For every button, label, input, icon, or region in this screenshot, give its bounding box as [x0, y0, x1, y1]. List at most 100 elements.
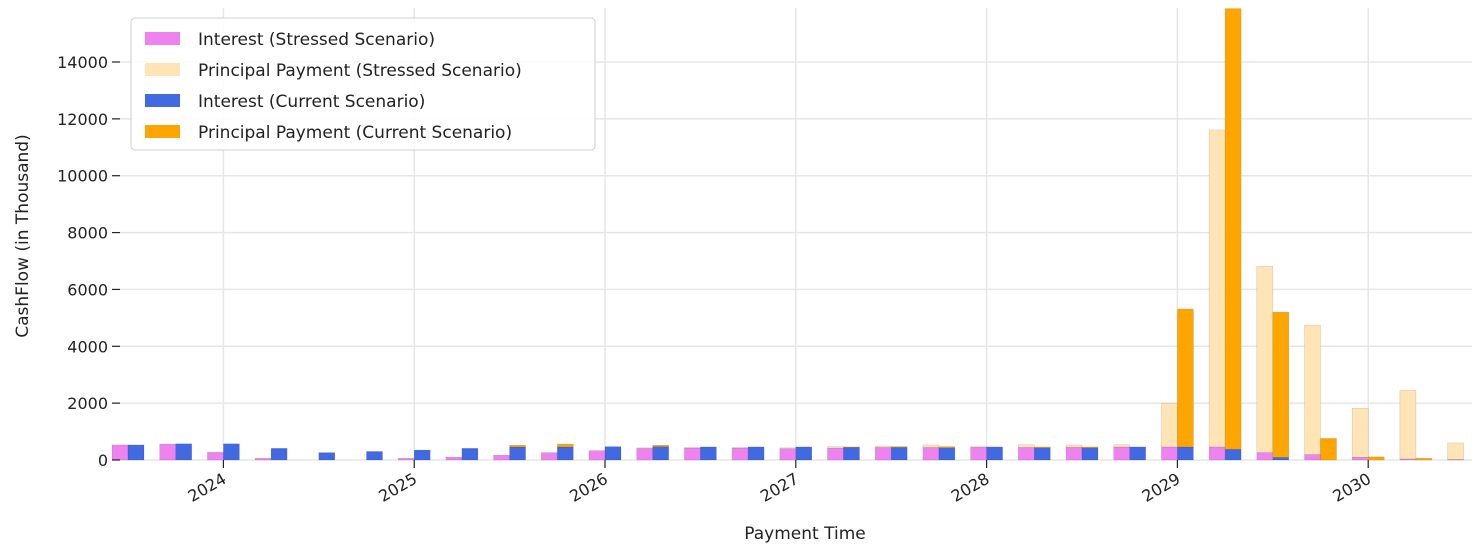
legend-swatch	[145, 63, 180, 76]
bar	[827, 446, 844, 449]
bar	[986, 446, 1003, 461]
bar	[1351, 408, 1369, 458]
bar	[445, 456, 463, 461]
bar	[1113, 444, 1130, 448]
bar	[843, 447, 860, 461]
bar	[493, 454, 510, 461]
bar	[413, 449, 431, 461]
bar	[1161, 446, 1178, 461]
bar	[890, 446, 908, 448]
bar	[652, 444, 669, 447]
bar	[588, 450, 606, 461]
bar	[1272, 311, 1290, 458]
bar	[127, 444, 145, 461]
y-tick-label: 8000	[67, 224, 108, 243]
x-tick-label: 2024	[185, 469, 230, 506]
legend-entry: Interest (Current Scenario)	[198, 92, 425, 112]
bar	[1129, 446, 1146, 461]
bar	[731, 447, 749, 449]
bar	[270, 448, 288, 461]
bar	[970, 446, 987, 448]
bar	[747, 446, 765, 461]
y-tick-label: 0	[98, 451, 108, 470]
bar	[1034, 446, 1051, 449]
x-tick-label: 2025	[375, 469, 420, 506]
legend-box	[130, 17, 596, 151]
bar	[509, 446, 526, 461]
y-axis-label: CashFlow (in Thousand)	[13, 134, 33, 337]
bar	[938, 446, 956, 449]
bar	[366, 451, 383, 461]
bar	[779, 447, 797, 449]
y-tick-label: 4000	[67, 337, 108, 356]
x-tick-label: 2029	[1139, 469, 1184, 506]
bar	[1081, 446, 1099, 449]
bar	[254, 458, 272, 461]
bar	[318, 452, 336, 461]
legend-swatch	[145, 32, 180, 45]
bar	[1367, 456, 1385, 461]
bar	[1208, 446, 1226, 461]
bar	[1065, 446, 1083, 461]
bar	[1415, 458, 1433, 461]
x-tick-label: 2030	[1329, 469, 1374, 506]
bar	[557, 443, 574, 448]
bar	[652, 446, 669, 461]
bar	[874, 445, 892, 448]
bar	[1161, 402, 1178, 448]
legend-entry: Interest (Stressed Scenario)	[198, 30, 435, 50]
bar	[1351, 456, 1369, 461]
bar	[223, 443, 240, 461]
bar	[604, 446, 622, 461]
bar	[779, 448, 797, 461]
bar	[700, 446, 717, 461]
bar	[207, 452, 224, 461]
bar	[1272, 457, 1290, 461]
bar	[1224, 448, 1242, 461]
bar	[922, 447, 940, 461]
y-tick-label: 14000	[57, 53, 108, 72]
bar	[1018, 447, 1035, 461]
bar	[827, 447, 844, 461]
bar	[1256, 265, 1274, 453]
bar	[684, 447, 701, 461]
legend-entry: Principal Payment (Current Scenario)	[198, 123, 512, 143]
bar	[1034, 447, 1051, 461]
bar	[461, 448, 479, 461]
bar	[111, 444, 129, 461]
bar	[1065, 444, 1083, 448]
bar	[175, 443, 192, 461]
legend: Interest (Stressed Scenario) Principal Pa…	[130, 17, 596, 151]
bar	[397, 458, 415, 461]
bar	[1208, 129, 1226, 448]
legend-swatch	[145, 125, 180, 138]
bar	[159, 443, 176, 461]
bar	[843, 446, 860, 448]
bars-group	[111, 8, 1464, 461]
bar	[1177, 308, 1194, 448]
x-tick-label: 2026	[566, 469, 611, 506]
bar	[938, 447, 956, 461]
bar	[731, 447, 749, 461]
bar	[1018, 444, 1035, 448]
legend-swatch	[145, 94, 180, 107]
bar	[1304, 325, 1321, 455]
bar	[1224, 8, 1242, 450]
bar	[922, 444, 940, 448]
y-tick-label: 12000	[57, 110, 108, 129]
bar	[541, 452, 558, 461]
bar	[890, 447, 908, 461]
legend-entry: Principal Payment (Stressed Scenario)	[198, 61, 522, 81]
bar	[1399, 390, 1417, 460]
bar	[1256, 452, 1274, 461]
bar	[970, 446, 987, 461]
bar	[874, 447, 892, 461]
bar	[1447, 459, 1464, 461]
bar	[636, 447, 653, 449]
bar	[557, 446, 574, 461]
bar	[1304, 454, 1321, 461]
bar	[684, 447, 701, 449]
x-axis-label: Payment Time	[744, 524, 865, 544]
y-tick-label: 6000	[67, 280, 108, 299]
